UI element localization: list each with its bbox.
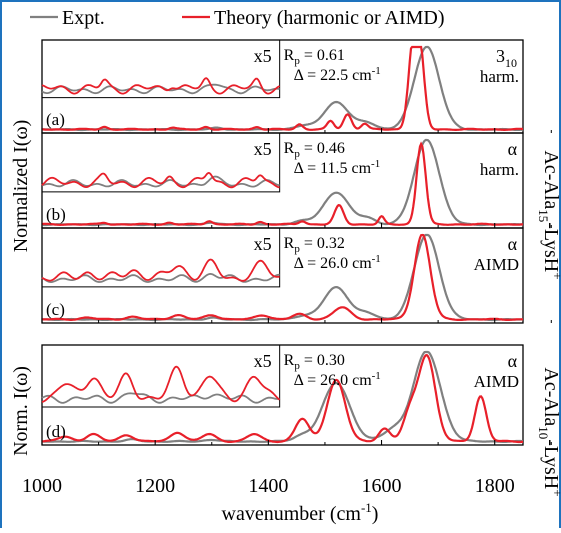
- delta-value: Δ = 26.0 cm-1: [294, 253, 381, 272]
- delta-value: Δ = 26.0 cm-1: [294, 370, 381, 389]
- panels: x5(a)Rp = 0.61Δ = 22.5 cm-1310harm.x5(b)…: [41, 39, 552, 446]
- theory-zoom-trace: [41, 171, 280, 189]
- panel-label: (d): [46, 422, 66, 441]
- panel-label: (a): [46, 110, 65, 129]
- rp-value: Rp = 0.46: [284, 140, 345, 160]
- rp-value: Rp = 0.61: [284, 47, 345, 67]
- delta-value: Δ = 11.5 cm-1: [294, 158, 381, 177]
- zoom-factor-label: x5: [254, 351, 272, 371]
- panel-label: (b): [46, 205, 66, 224]
- molecule-label-top: Ac-Ala15-LysH+: [536, 150, 561, 279]
- panel-frame: [41, 227, 524, 324]
- zoom-inset-frame: [42, 40, 281, 99]
- zoom-factor-label: x5: [254, 139, 272, 159]
- method-label: harm.: [480, 160, 519, 179]
- structure-label: α: [508, 351, 518, 371]
- x-tick-label: 1000: [22, 475, 62, 497]
- expt-zoom-trace: [41, 175, 280, 188]
- panel-frame: [41, 344, 524, 446]
- theory-spectrum: [42, 141, 524, 227]
- legend-theory-label: Theory (harmonic or AIMD): [214, 7, 445, 29]
- legend-expt-label: Expt.: [62, 7, 105, 29]
- theory-zoom-trace: [41, 258, 280, 282]
- theory-zoom-trace: [41, 77, 281, 95]
- zoom-factor-label: x5: [254, 46, 272, 66]
- molecule-label-bottom: Ac-Ala10-LysH+: [536, 367, 561, 496]
- x-tick-label: 1400: [248, 475, 288, 497]
- structure-label: 310: [496, 46, 517, 70]
- x-tick-label: 1600: [362, 475, 402, 497]
- zoom-inset-frame: [42, 345, 281, 408]
- y-axis-label-bottom: Norm. I(ω): [10, 366, 32, 456]
- method-label: AIMD: [474, 255, 519, 274]
- x-axis: 1000 1200 1400 1600 1800: [22, 475, 515, 497]
- y-axis-label-top: Normalized I(ω): [10, 120, 32, 253]
- theory-spectrum: [41, 45, 524, 131]
- rp-value: Rp = 0.30: [284, 352, 345, 372]
- legend: Expt. Theory (harmonic or AIMD): [30, 7, 445, 29]
- x-tick-label: 1200: [135, 475, 175, 497]
- delta-value: Δ = 22.5 cm-1: [294, 65, 381, 84]
- zoom-factor-label: x5: [254, 234, 272, 254]
- theory-spectrum: [41, 353, 523, 444]
- structure-label: α: [508, 139, 518, 159]
- panel-label: (c): [46, 300, 65, 319]
- zoom-inset-frame: [42, 228, 281, 288]
- method-label: harm.: [480, 67, 519, 86]
- panel-frame: [41, 132, 524, 229]
- x-tick-label: 1800: [475, 475, 515, 497]
- theory-spectrum: [42, 233, 523, 321]
- method-label: AIMD: [474, 372, 519, 391]
- rp-value: Rp = 0.32: [284, 235, 345, 255]
- x-axis-label: wavenumber (cm-1): [222, 500, 379, 525]
- theory-zoom-trace: [41, 365, 281, 403]
- zoom-inset-frame: [42, 133, 281, 193]
- expt-spectrum: [42, 233, 523, 322]
- expt-spectrum: [41, 350, 523, 443]
- structure-label: α: [508, 234, 518, 254]
